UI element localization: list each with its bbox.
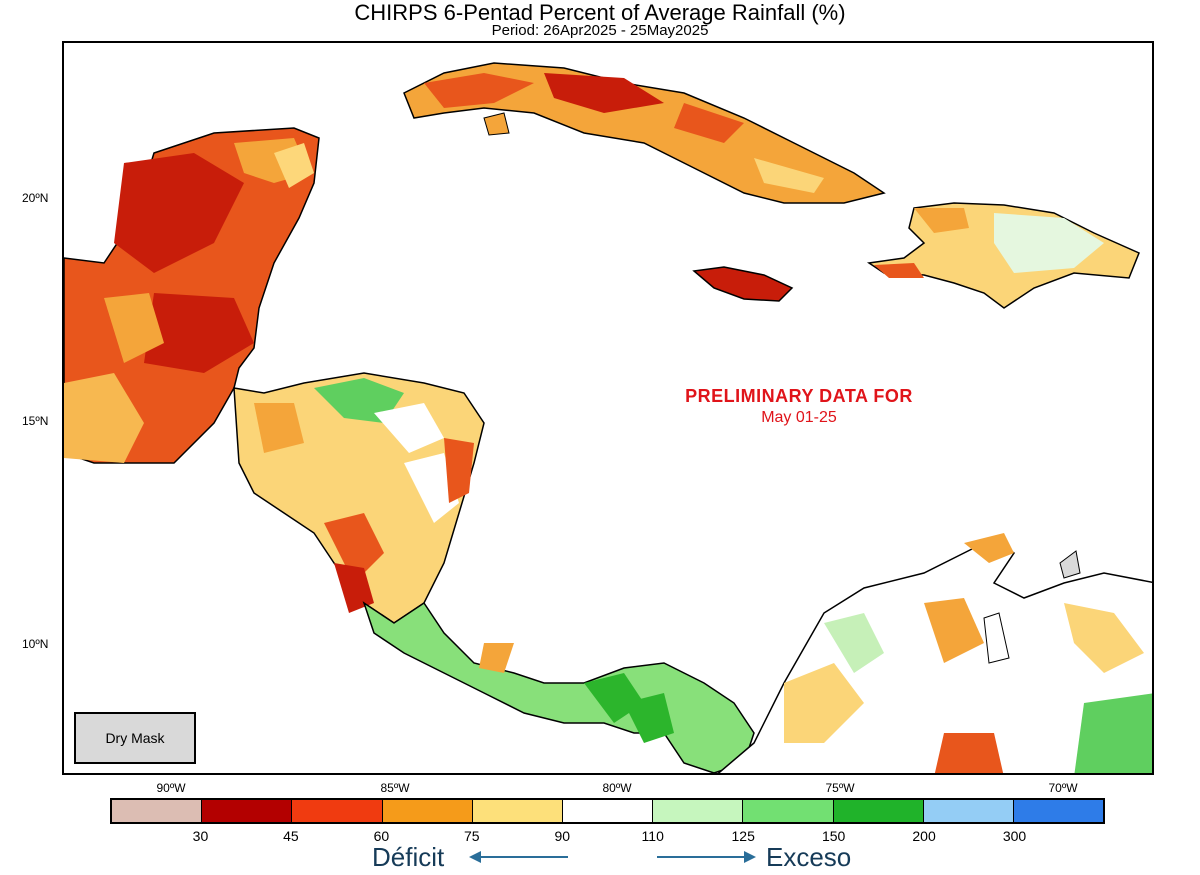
colorbar-segment — [472, 800, 563, 822]
colorbar-tick-label: 75 — [464, 828, 480, 844]
excess-arrow-head — [744, 851, 756, 863]
land-costa-rica-panama — [362, 601, 755, 773]
colorbar-segment — [292, 800, 383, 822]
colorbar-tick-label: 300 — [1002, 828, 1027, 844]
preliminary-line1: PRELIMINARY DATA FOR — [685, 386, 913, 406]
preliminary-line2: May 01-25 — [761, 409, 837, 426]
rainfall-map — [62, 41, 1154, 775]
lon-label-75w: 75ºW — [825, 781, 855, 795]
lon-label-85w: 85ºW — [380, 781, 410, 795]
lat-label-15n: 15ºN — [22, 414, 49, 428]
colorbar-tick-label: 60 — [373, 828, 390, 844]
colorbar-tick-label: 110 — [641, 828, 664, 844]
preliminary-data-note: PRELIMINARY DATA FOR May 01-25 — [668, 386, 930, 427]
colorbar-segment — [1013, 800, 1104, 822]
colorbar-segment — [382, 800, 473, 822]
colorbar-tick-label: 200 — [912, 828, 936, 844]
lon-label-70w: 70ºW — [1048, 781, 1078, 795]
lat-label-10n: 10ºN — [22, 637, 49, 651]
colorbar-tick-label: 125 — [731, 828, 755, 844]
map-canvas — [64, 62, 1152, 773]
map-title: CHIRPS 6-Pentad Percent of Average Rainf… — [354, 0, 846, 25]
lon-label-90w: 90ºW — [156, 781, 186, 795]
excess-label: Exceso — [766, 842, 852, 872]
colorbar — [110, 798, 1105, 824]
colorbar-segment — [202, 800, 293, 822]
colorbar-segment — [653, 800, 744, 822]
deficit-arrow — [480, 856, 568, 858]
land-jamaica — [692, 266, 794, 302]
colorbar-tick-label: 30 — [192, 828, 209, 844]
colorbar-tick-label: 150 — [821, 828, 846, 844]
deficit-label: Déficit — [372, 842, 445, 872]
map-subtitle: Period: 26Apr2025 - 25May2025 — [491, 22, 709, 39]
colorbar-tick-label: 90 — [554, 828, 571, 844]
colorbar-segment — [562, 800, 654, 822]
lat-label-20n: 20ºN — [22, 191, 49, 205]
excess-arrow — [657, 856, 745, 858]
lon-label-80w: 80ºW — [602, 781, 632, 795]
colorbar-tick-label: 45 — [283, 828, 299, 844]
colorbar-segment — [833, 800, 924, 822]
colorbar-segment — [923, 800, 1014, 822]
deficit-arrow-head — [469, 851, 481, 863]
dry-mask-legend: Dry Mask — [74, 712, 196, 764]
colorbar-segment — [743, 800, 834, 822]
colorbar-segment — [112, 800, 203, 822]
